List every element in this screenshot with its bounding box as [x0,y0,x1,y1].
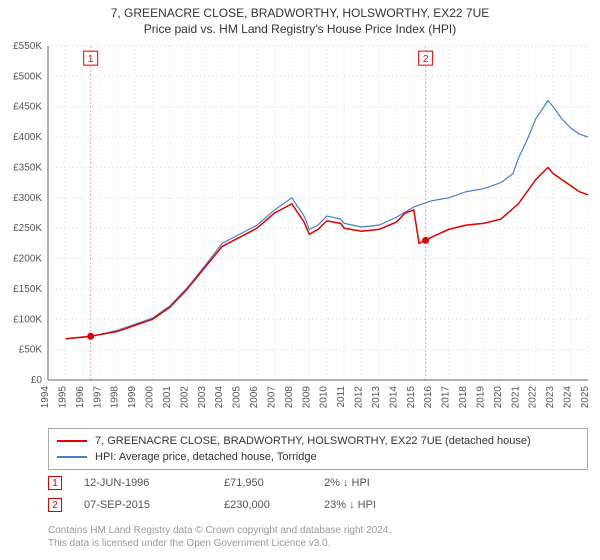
chart-title: 7, GREENACRE CLOSE, BRADWORTHY, HOLSWORT… [0,6,600,20]
svg-text:2021: 2021 [510,386,521,409]
chart-subtitle: Price paid vs. HM Land Registry's House … [0,22,600,36]
sale-pct: 2% ↓ HPI [324,477,424,489]
svg-text:1995: 1995 [57,386,68,409]
svg-text:£0: £0 [31,375,43,386]
sale-date: 12-JUN-1996 [84,477,224,489]
legend-label: HPI: Average price, detached house, Torr… [95,451,317,463]
svg-text:2015: 2015 [406,386,417,409]
svg-text:2007: 2007 [266,386,277,409]
chart-container: 7, GREENACRE CLOSE, BRADWORTHY, HOLSWORT… [0,0,600,560]
svg-text:1996: 1996 [75,386,86,409]
legend: 7, GREENACRE CLOSE, BRADWORTHY, HOLSWORT… [48,428,588,470]
chart-plot: £0 £50K £100K £150K £200K £250K £300K £350K £400… [0,40,600,420]
svg-text:1994: 1994 [40,386,51,409]
svg-text:2005: 2005 [232,386,243,409]
svg-text:1998: 1998 [110,386,121,409]
svg-text:2019: 2019 [475,386,486,409]
svg-text:£500K: £500K [13,71,42,82]
sale-marker-num: 1 [52,478,58,489]
footer: Contains HM Land Registry data © Crown c… [48,524,391,550]
svg-text:1999: 1999 [127,386,138,409]
sale-pct: 23% ↓ HPI [324,499,424,511]
svg-text:2: 2 [423,54,429,65]
svg-text:2006: 2006 [249,386,260,409]
sale-price: £71,950 [224,477,324,489]
svg-text:£350K: £350K [13,162,42,173]
svg-text:2014: 2014 [388,386,399,409]
svg-text:2023: 2023 [545,386,556,409]
svg-text:2012: 2012 [354,386,365,409]
sale-marker-box: 2 [48,498,62,512]
svg-text:£250K: £250K [13,223,42,234]
svg-text:£100K: £100K [13,314,42,325]
svg-text:2025: 2025 [580,386,591,409]
svg-text:1997: 1997 [92,386,103,409]
svg-text:£550K: £550K [13,41,42,52]
svg-text:2024: 2024 [563,386,574,409]
legend-item: 7, GREENACRE CLOSE, BRADWORTHY, HOLSWORT… [57,433,579,449]
svg-text:£300K: £300K [13,193,42,204]
sale-marker-num: 2 [52,500,58,511]
svg-text:2009: 2009 [301,386,312,409]
svg-text:2018: 2018 [458,386,469,409]
sale-marker-box: 1 [48,476,62,490]
svg-text:2017: 2017 [441,386,452,409]
svg-text:£150K: £150K [13,284,42,295]
legend-item: HPI: Average price, detached house, Torr… [57,449,579,465]
svg-text:2002: 2002 [179,386,190,409]
svg-text:2010: 2010 [319,386,330,409]
svg-text:£450K: £450K [13,102,42,113]
sale-price: £230,000 [224,499,324,511]
sale-date: 07-SEP-2015 [84,499,224,511]
svg-text:1: 1 [88,54,94,65]
svg-text:2004: 2004 [214,386,225,409]
svg-text:2020: 2020 [493,386,504,409]
svg-text:2003: 2003 [197,386,208,409]
svg-text:2013: 2013 [371,386,382,409]
svg-text:£50K: £50K [19,345,43,356]
sales-table: 1 12-JUN-1996 £71,950 2% ↓ HPI 2 07-SEP-… [48,472,588,516]
sales-row: 1 12-JUN-1996 £71,950 2% ↓ HPI [48,472,588,494]
svg-text:£400K: £400K [13,132,42,143]
footer-line: Contains HM Land Registry data © Crown c… [48,524,391,537]
svg-text:2000: 2000 [145,386,156,409]
title-block: 7, GREENACRE CLOSE, BRADWORTHY, HOLSWORT… [0,0,600,36]
chart-svg: £0 £50K £100K £150K £200K £250K £300K £350K £400… [0,40,600,420]
svg-text:2001: 2001 [162,386,173,409]
footer-line: This data is licensed under the Open Gov… [48,537,391,550]
svg-text:£200K: £200K [13,254,42,265]
legend-label: 7, GREENACRE CLOSE, BRADWORTHY, HOLSWORT… [95,435,531,447]
sales-row: 2 07-SEP-2015 £230,000 23% ↓ HPI [48,494,588,516]
svg-text:2016: 2016 [423,386,434,409]
svg-text:2008: 2008 [284,386,295,409]
svg-text:2022: 2022 [528,386,539,409]
legend-swatch [57,456,87,458]
svg-text:2011: 2011 [336,386,347,408]
legend-swatch [57,440,87,442]
